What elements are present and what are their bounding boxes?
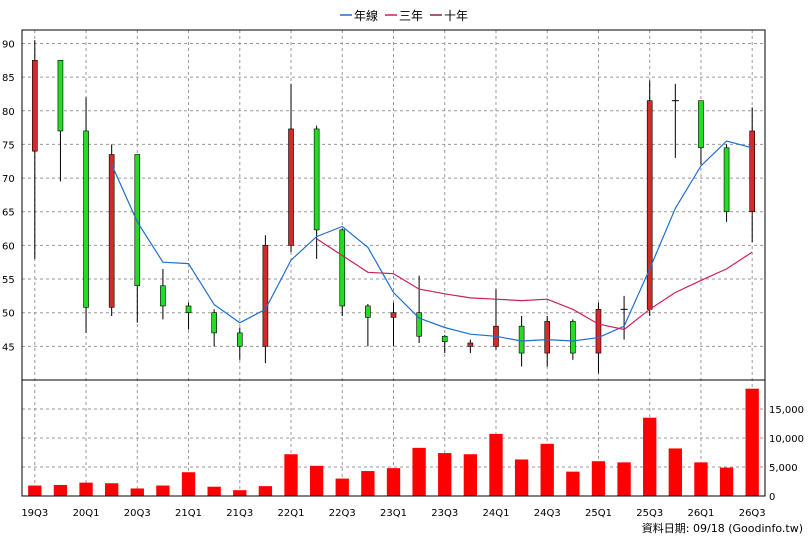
volume-bar <box>617 462 631 496</box>
price-tick-label: 60 <box>2 241 15 252</box>
volume-bar <box>335 478 349 496</box>
price-tick-label: 70 <box>2 174 15 185</box>
volume-bar <box>489 433 503 496</box>
candle-body <box>83 130 89 308</box>
candle-body <box>723 147 730 213</box>
x-tick-label: 19Q3 <box>21 508 48 519</box>
volume-bar <box>540 443 554 496</box>
data-date-footer: 資料日期: 09/18 (Goodinfo.tw) <box>642 521 803 535</box>
candle-body <box>32 59 38 152</box>
volume-bar <box>28 485 42 496</box>
price-tick-label: 80 <box>2 107 15 118</box>
candle-body <box>416 312 422 337</box>
volume-bar <box>181 472 196 496</box>
price-tick-label: 90 <box>2 39 15 50</box>
volume-bar <box>668 448 682 496</box>
volume-bar <box>514 459 529 496</box>
volume-bar <box>309 465 324 496</box>
volume-bar <box>207 486 221 496</box>
volume-bar <box>463 454 478 496</box>
legend-label-2: 三年 <box>399 9 423 23</box>
price-tick-label: 75 <box>2 140 15 151</box>
volume-bar <box>719 467 734 496</box>
candle-body <box>108 154 115 308</box>
candle-body <box>518 325 525 354</box>
candle-body <box>185 305 192 313</box>
moving-average-lines <box>111 140 753 342</box>
volume-bar <box>591 461 606 496</box>
x-tick-label: 25Q1 <box>585 508 612 519</box>
volume-bar <box>156 485 170 496</box>
candle-body <box>749 130 755 213</box>
candle-body <box>595 309 602 354</box>
x-tick-label: 23Q1 <box>380 508 407 519</box>
volume-tick-label: 0 <box>769 492 775 503</box>
volume-bar <box>438 453 452 496</box>
price-tick-label: 85 <box>2 73 15 84</box>
volume-bar <box>386 468 401 496</box>
volume-bar <box>130 488 144 496</box>
candle-body <box>211 312 217 334</box>
volume-bar <box>284 454 298 496</box>
series-line-1 <box>111 140 753 342</box>
volume-bar <box>79 482 93 496</box>
volume-bar <box>745 388 759 496</box>
price-tick-label: 50 <box>2 309 15 320</box>
volume-bar <box>233 490 247 496</box>
volume-bar <box>53 484 68 496</box>
candle-body <box>160 285 166 307</box>
candle-body <box>570 321 576 354</box>
volume-bar <box>412 447 426 496</box>
legend-label-3: 十年 <box>444 9 468 23</box>
x-tick-label: 22Q3 <box>329 508 356 519</box>
x-tick-label: 24Q1 <box>482 508 509 519</box>
candle-body <box>236 332 243 347</box>
x-tick-label: 26Q1 <box>687 508 714 519</box>
candle-body <box>134 154 141 287</box>
axes <box>21 29 766 497</box>
volume-bar <box>643 417 657 496</box>
volume-bar <box>694 462 708 496</box>
volume-tick-label: 15,000 <box>769 405 804 416</box>
x-tick-label: 20Q1 <box>73 508 100 519</box>
volume-bar <box>566 471 580 496</box>
candle-body <box>339 229 346 307</box>
x-tick-label: 23Q3 <box>431 508 458 519</box>
candle-body <box>262 245 269 347</box>
axis-labels: 45 50 55 60 65 70 75 80 85 90 0 5,000 10,000 15,000 19… <box>2 39 804 519</box>
x-tick-label: 22Q1 <box>278 508 305 519</box>
candle-body <box>441 335 448 342</box>
volume-bar <box>258 486 273 496</box>
x-tick-label: 20Q3 <box>124 508 151 519</box>
x-tick-label: 24Q3 <box>534 508 561 519</box>
candle-body <box>57 59 64 132</box>
plot-frame <box>21 29 766 497</box>
candle-body <box>544 321 551 354</box>
series-line-2 <box>316 238 753 331</box>
candle-body <box>288 128 294 246</box>
x-tick-label: 25Q3 <box>636 508 663 519</box>
price-tick-label: 45 <box>2 342 15 353</box>
volume-bar <box>361 471 375 496</box>
x-tick-label: 26Q3 <box>739 508 766 519</box>
candle-body <box>365 305 371 318</box>
volume-tick-label: 5,000 <box>769 463 798 474</box>
price-tick-label: 55 <box>2 275 15 286</box>
candle-body <box>313 128 320 231</box>
volume-bars <box>28 388 759 496</box>
legend: 年線 三年 十年 <box>340 8 468 23</box>
candlesticks <box>32 40 755 374</box>
x-tick-label: 21Q1 <box>175 508 202 519</box>
volume-tick-label: 10,000 <box>769 434 804 445</box>
candle-body <box>390 312 397 318</box>
price-tick-label: 65 <box>2 208 15 219</box>
volume-bar <box>105 483 119 496</box>
candle-body <box>467 342 474 347</box>
legend-label-1: 年線 <box>354 8 378 23</box>
x-tick-label: 21Q3 <box>226 508 253 519</box>
candle-body <box>698 100 704 149</box>
candle-body <box>646 100 653 310</box>
